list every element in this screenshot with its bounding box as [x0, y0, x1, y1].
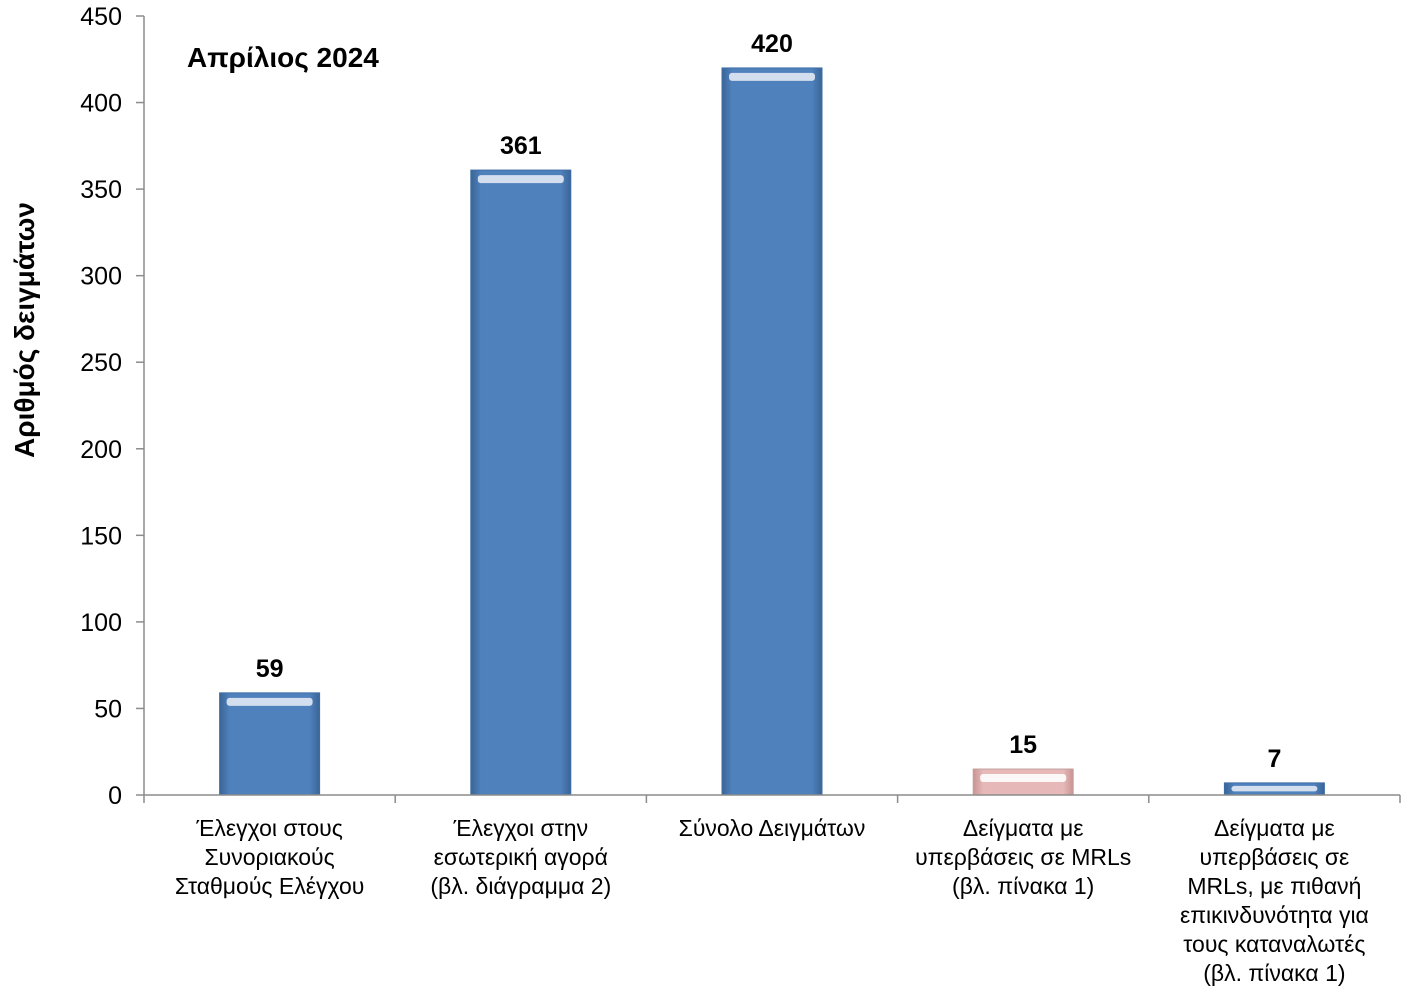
bar-highlight — [1231, 785, 1318, 792]
data-label: 420 — [751, 30, 793, 58]
data-label: 361 — [500, 132, 542, 160]
bar — [972, 768, 1074, 796]
bar — [1223, 782, 1325, 796]
bar — [470, 169, 572, 796]
x-category-label: Δείγματα με υπερβάσεις σε MRLs (βλ. πίνακα… — [915, 815, 1131, 899]
y-tick-label: 300 — [80, 263, 122, 291]
bar-highlight — [729, 72, 815, 81]
bar-highlight — [477, 175, 564, 184]
data-label: 59 — [256, 655, 284, 683]
data-label: 7 — [1267, 745, 1281, 773]
y-tick-label: 0 — [108, 782, 122, 810]
y-tick-label: 400 — [80, 90, 122, 118]
bar-body — [470, 169, 572, 796]
x-category-label: Έλεγχοι στην εσωτερική αγορά (βλ. διάγραμμ… — [430, 815, 611, 899]
bar-body — [721, 67, 823, 796]
bar-highlight — [980, 774, 1067, 783]
bar — [721, 67, 823, 796]
data-label: 15 — [1009, 731, 1037, 759]
x-category-label: Έλεγχοι στους Συνοριακούς Σταθμούς Ελέγχου — [175, 815, 364, 899]
y-tick-label: 200 — [80, 436, 122, 464]
bar — [219, 692, 321, 796]
y-tick-label: 150 — [80, 522, 122, 550]
y-tick-label: 450 — [80, 3, 122, 31]
x-category-label: Σύνολο Δειγμάτων — [679, 815, 866, 841]
y-tick-label: 350 — [80, 176, 122, 204]
y-tick-label: 50 — [94, 695, 122, 723]
bar-highlight — [226, 697, 313, 706]
y-axis-title: Αριθμός δειγμάτων — [9, 202, 40, 458]
x-category-label: Δείγματα με υπερβάσεις σε MRLs, με πιθανή ε… — [1180, 815, 1369, 986]
chart-annotation: Απρίλιος 2024 — [187, 42, 379, 73]
y-tick-label: 250 — [80, 349, 122, 377]
bar-body — [219, 692, 321, 796]
y-tick-label: 100 — [80, 609, 122, 637]
